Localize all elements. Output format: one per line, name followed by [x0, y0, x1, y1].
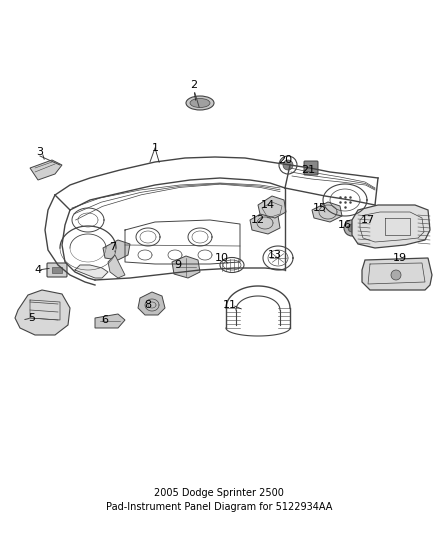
Text: 1: 1: [152, 143, 159, 153]
Circle shape: [283, 160, 293, 170]
Polygon shape: [312, 202, 342, 222]
Polygon shape: [172, 256, 200, 278]
Text: 14: 14: [261, 200, 275, 210]
Text: 20: 20: [278, 155, 292, 165]
Circle shape: [344, 220, 360, 236]
FancyBboxPatch shape: [47, 263, 67, 277]
Polygon shape: [103, 240, 130, 260]
Text: 5: 5: [28, 313, 35, 323]
Polygon shape: [138, 292, 165, 315]
Polygon shape: [30, 160, 62, 180]
Ellipse shape: [186, 96, 214, 110]
Text: 6: 6: [102, 315, 109, 325]
Text: 15: 15: [313, 203, 327, 213]
Polygon shape: [352, 205, 430, 248]
Text: 4: 4: [35, 265, 42, 275]
Text: 3: 3: [36, 147, 43, 157]
Circle shape: [348, 224, 356, 232]
Text: 11: 11: [223, 300, 237, 310]
Polygon shape: [15, 290, 70, 335]
Text: 9: 9: [174, 260, 182, 270]
Bar: [52, 267, 62, 273]
Text: 10: 10: [215, 253, 229, 263]
Circle shape: [391, 270, 401, 280]
Polygon shape: [362, 258, 432, 290]
Polygon shape: [258, 196, 286, 218]
Polygon shape: [108, 255, 125, 278]
Text: 8: 8: [145, 300, 152, 310]
Text: 2: 2: [191, 80, 198, 90]
Text: 7: 7: [110, 242, 117, 252]
Polygon shape: [75, 265, 108, 278]
Polygon shape: [250, 212, 280, 234]
Ellipse shape: [190, 99, 210, 108]
Text: 17: 17: [361, 215, 375, 225]
FancyBboxPatch shape: [304, 161, 318, 175]
Text: 21: 21: [301, 165, 315, 175]
Text: 19: 19: [393, 253, 407, 263]
Polygon shape: [95, 314, 125, 328]
Text: 2005 Dodge Sprinter 2500
Pad-Instrument Panel Diagram for 5122934AA: 2005 Dodge Sprinter 2500 Pad-Instrument …: [106, 488, 332, 512]
Text: 13: 13: [268, 250, 282, 260]
Text: 16: 16: [338, 220, 352, 230]
Text: 12: 12: [251, 215, 265, 225]
